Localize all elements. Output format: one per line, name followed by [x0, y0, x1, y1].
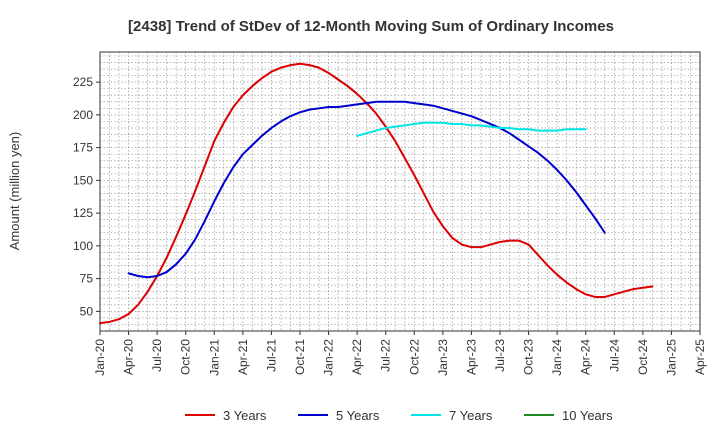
x-tick-label: Apr-20 — [122, 339, 136, 375]
x-tick-label: Jan-20 — [93, 339, 107, 376]
x-tick-label: Oct-24 — [636, 339, 650, 375]
y-tick-label: 225 — [73, 75, 93, 89]
legend-label: 3 Years — [223, 408, 267, 423]
legend-label: 10 Years — [562, 408, 613, 423]
x-tick-label: Jul-22 — [379, 339, 393, 372]
x-tick-label: Jan-22 — [322, 339, 336, 376]
legend: 3 Years 5 Years 7 Years 10 Years — [185, 408, 613, 423]
x-tick-label: Apr-21 — [236, 339, 250, 375]
x-tick-label: Jul-23 — [493, 339, 507, 372]
x-tick-label: Jan-23 — [436, 339, 450, 376]
legend-label: 7 Years — [449, 408, 493, 423]
x-tick-label: Jan-24 — [550, 339, 564, 376]
x-tick-label: Oct-21 — [293, 339, 307, 375]
y-tick-label: 175 — [73, 141, 93, 155]
x-tick-label: Jul-24 — [607, 339, 621, 372]
x-tick-label: Jul-20 — [150, 339, 164, 372]
plot-area: 50 75 100 125 150 175 200 225 Jan-20 Apr-20 Jul-20… — [73, 51, 707, 376]
chart-title: [2438] Trend of StDev of 12-Month Moving… — [128, 18, 614, 35]
y-tick-label: 200 — [73, 108, 93, 122]
y-tick-label: 75 — [80, 272, 94, 286]
plot-background — [100, 52, 700, 331]
y-tick-label: 150 — [73, 173, 93, 187]
x-tick-label: Jul-21 — [264, 339, 278, 372]
series-line-5-years — [127, 100, 606, 279]
x-tick-label: Oct-20 — [179, 339, 193, 375]
x-tick-label: Apr-23 — [464, 339, 478, 375]
series-line-3-years — [99, 62, 654, 325]
legend-label: 5 Years — [336, 408, 380, 423]
y-tick-label: 50 — [80, 304, 94, 318]
x-tick-label: Oct-22 — [407, 339, 421, 375]
x-tick-label: Apr-22 — [350, 339, 364, 375]
x-tick-label: Oct-23 — [522, 339, 536, 375]
y-tick-label: 125 — [73, 206, 93, 220]
x-tick-label: Jan-21 — [207, 339, 221, 376]
y-axis-label: Amount (million yen) — [7, 132, 22, 251]
x-tick-label: Apr-25 — [693, 339, 707, 375]
plot-frame — [99, 51, 701, 332]
y-tick-label: 100 — [73, 239, 93, 253]
series-line-7-years — [356, 121, 587, 137]
x-tick-label: Jan-25 — [664, 339, 678, 376]
x-tick-label: Apr-24 — [579, 339, 593, 375]
